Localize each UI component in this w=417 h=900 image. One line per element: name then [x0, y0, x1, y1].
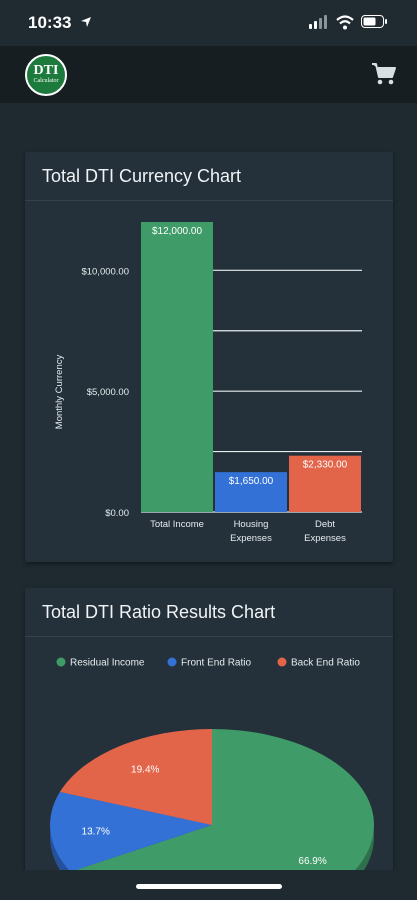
slice-label: 19.4% — [131, 764, 159, 775]
slice-label: 66.9% — [298, 856, 326, 867]
status-icons — [309, 14, 389, 35]
app-bar: DTI Calculator — [0, 46, 417, 103]
legend-label: Residual Income — [70, 658, 145, 669]
logo-text: DTI — [33, 63, 59, 78]
currency-chart-title: Total DTI Currency Chart — [42, 166, 242, 186]
wifi-icon — [336, 15, 354, 30]
legend-label: Front End Ratio — [181, 658, 251, 669]
ratio-pie-chart: Residual Income Front End Ratio Back End R… — [50, 657, 374, 900]
app-logo[interactable]: DTI Calculator — [25, 54, 67, 96]
bar-value-label: $2,330.00 — [303, 460, 348, 471]
y-tick-label: $0.00 — [105, 508, 129, 519]
home-indicator[interactable] — [136, 884, 282, 889]
legend-label: Back End Ratio — [291, 658, 360, 669]
bar — [289, 455, 361, 512]
logo-subtext: Calculator — [33, 78, 59, 84]
status-bar: 10:33 — [0, 0, 417, 46]
bar — [215, 472, 287, 512]
legend-swatch — [56, 657, 66, 667]
x-tick-label: Total Income — [150, 519, 204, 530]
shopping-cart-icon[interactable] — [371, 62, 397, 86]
slice-label: 13.7% — [82, 826, 110, 837]
status-time: 10:33 — [28, 13, 72, 32]
location-arrow-icon — [81, 17, 91, 27]
bar-value-label: $12,000.00 — [152, 226, 202, 237]
ratio-chart-title: Total DTI Ratio Results Chart — [42, 602, 276, 622]
pie-slice — [59, 729, 213, 825]
ratio-chart-card: Total DTI Ratio Results Chart Residual I… — [25, 588, 393, 900]
legend-swatch — [167, 657, 177, 667]
card-divider — [25, 636, 393, 637]
legend-swatch — [277, 657, 287, 667]
bar — [141, 222, 213, 512]
y-axis-label: Monthly Currency — [54, 355, 65, 430]
bar-value-label: $1,650.00 — [229, 476, 274, 487]
x-tick-label: Expenses — [230, 533, 272, 544]
x-tick-label: Debt — [315, 519, 335, 530]
battery-icon — [361, 15, 387, 28]
currency-chart-card: Total DTI Currency Chart $10,000.00 $5,00… — [25, 152, 393, 562]
signal-bars-icon — [309, 15, 327, 29]
y-tick-label: $5,000.00 — [87, 387, 129, 398]
x-tick-label: Expenses — [304, 533, 346, 544]
pie-slice — [70, 729, 374, 900]
x-tick-label: Housing — [234, 519, 269, 530]
currency-bar-chart: $10,000.00 $5,000.00 $0.00 Monthly Currency… — [54, 222, 362, 544]
card-divider — [25, 200, 393, 201]
y-tick-label: $10,000.00 — [81, 266, 129, 277]
pie-slice — [50, 791, 212, 872]
